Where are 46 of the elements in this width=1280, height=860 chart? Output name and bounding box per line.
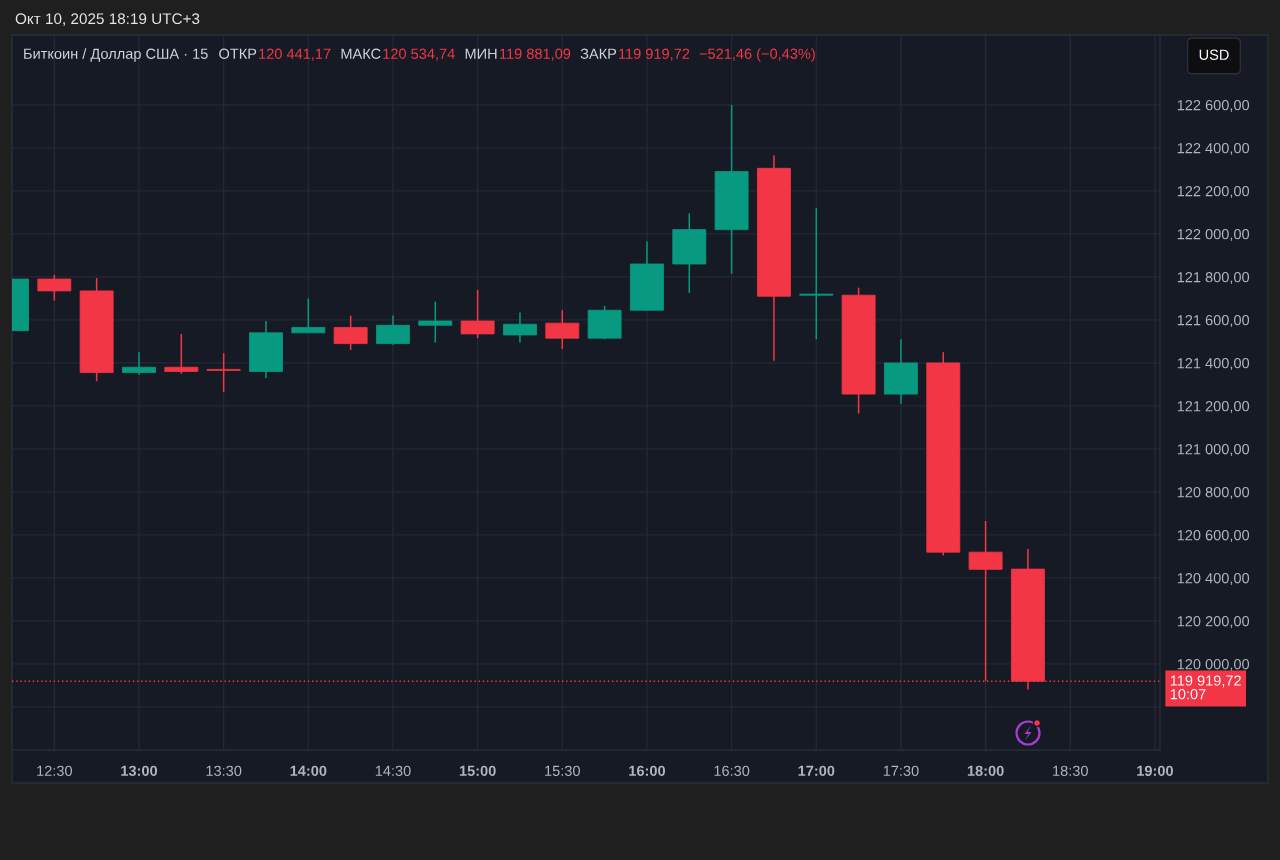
ref-line-label: 119 919,72 10:07 [1170,675,1241,700]
x-tick-label: 19:00 [1137,765,1173,776]
annotation: 120 441,17 [259,48,331,61]
candlestick [206,352,241,393]
text: Биткоин / Доллар США · 15 [24,48,208,62]
x-tick-label: 16:30 [714,765,750,776]
text: USD [1199,49,1229,60]
x-tick-label: 13:30 [206,765,242,776]
y-tick-label: 122 600,00 [1177,99,1250,113]
y-tick-label: 122 400,00 [1177,143,1250,156]
x-tick-label: 15:30 [545,765,580,776]
annotation: 119 881,09 [500,48,571,61]
y-tick-label: 121 000,00 [1177,444,1250,457]
y-tick-label: 120 400,00 [1177,573,1250,586]
x-tick-label: 14:00 [290,765,327,776]
y-tick-label: 121 400,00 [1177,358,1250,371]
y-tick-label: 120 800,00 [1177,487,1250,500]
y-tick-label: 120 600,00 [1177,530,1250,543]
x-tick-label: 18:30 [1053,765,1088,776]
x-tick-label: 16:00 [629,765,666,776]
annotation: 119 919,72 [619,48,690,61]
candlestick [164,333,199,375]
y-tick-label: 121 600,00 [1177,315,1250,328]
y-tick-label: 121 200,00 [1177,401,1250,414]
candlestick [418,300,453,344]
text: Окт 10, 2025 18:19 UTC+3 [15,13,200,26]
x-tick-label: 12:30 [37,765,73,776]
y-tick-label: 121 800,00 [1177,272,1250,285]
x-tick-label: 14:30 [375,765,411,776]
annotation: ОТКР [219,48,257,59]
x-tick-label: 18:00 [967,765,1004,776]
x-tick-label: 15:00 [459,765,496,776]
annotation: −521,46 (−0,43%) [699,48,815,62]
x-tick-label: 17:30 [883,765,919,776]
annotation: ЗАКР [580,48,617,59]
annotation: 120 534,74 [383,48,455,61]
annotation: МАКС [341,48,381,59]
y-tick-label: 122 200,00 [1177,186,1250,199]
x-tick-label: 17:00 [798,765,835,776]
x-tick-label: 13:00 [121,765,158,777]
y-tick-label: 122 000,00 [1177,229,1250,242]
candlestick [968,520,1003,682]
candlestick [799,207,834,341]
y-tick-label: 120 200,00 [1177,616,1250,629]
annotation: МИН [465,48,497,59]
y-tick-label: 120 000,00 [1177,659,1250,672]
